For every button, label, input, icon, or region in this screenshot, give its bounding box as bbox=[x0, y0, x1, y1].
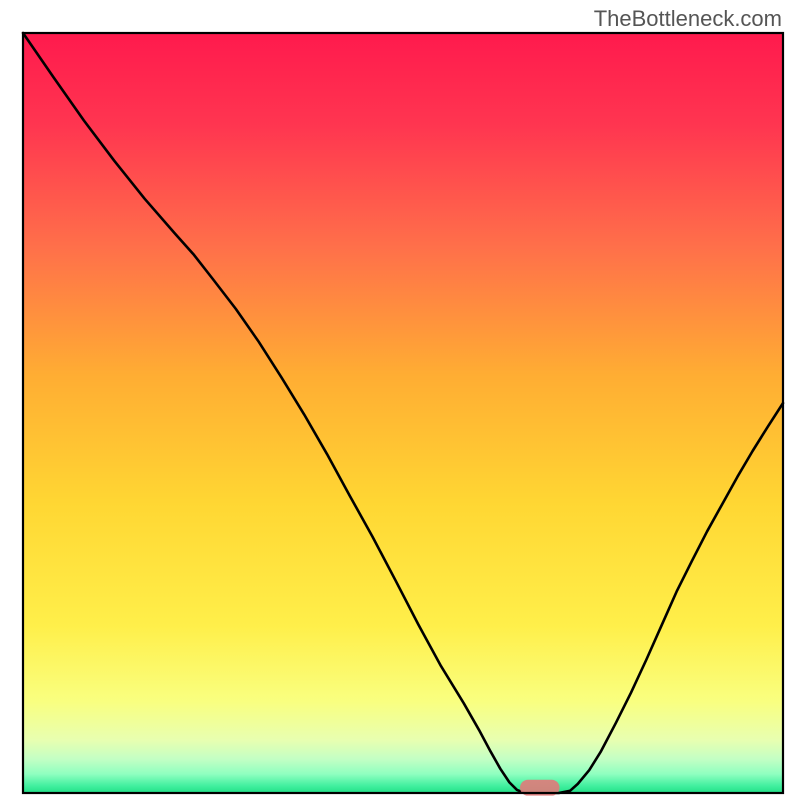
watermark-text: TheBottleneck.com bbox=[594, 6, 782, 32]
plot-background bbox=[23, 33, 783, 793]
bottleneck-chart bbox=[0, 0, 800, 800]
